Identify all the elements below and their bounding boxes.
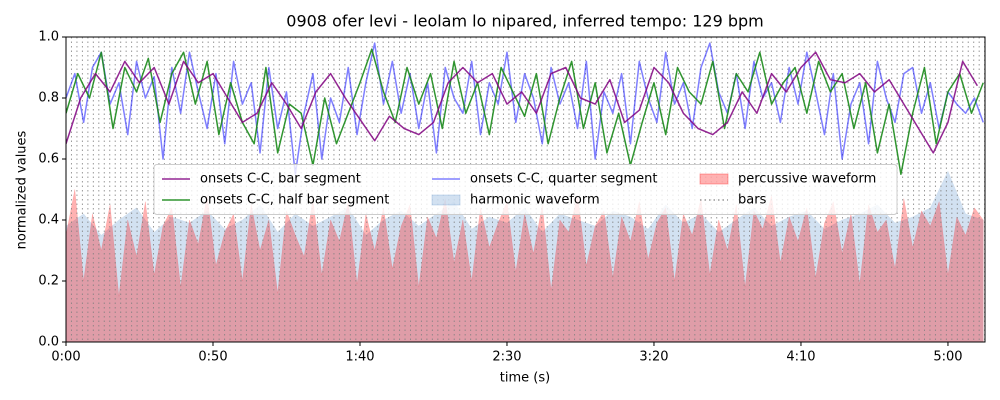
- data-line: [66, 48, 984, 175]
- legend-label: harmonic waveform: [470, 193, 600, 208]
- y-tick-label: 0.0: [38, 335, 59, 350]
- legend-label: onsets C-C, half bar segment: [200, 193, 389, 208]
- plot-frame: [65, 36, 986, 343]
- legend-swatch: [699, 173, 729, 185]
- x-tick-label: 2:30: [492, 350, 521, 365]
- y-tick-label: 0.2: [38, 274, 59, 289]
- chart-title: 0908 ofer levi - leolam lo nipared, infe…: [286, 12, 763, 31]
- x-tick-label: 1:40: [345, 350, 374, 365]
- legend-swatch: [431, 194, 461, 206]
- x-tick-label: 5:00: [933, 350, 962, 365]
- x-tick-label: 0:50: [198, 350, 227, 365]
- legend-label: percussive waveform: [738, 172, 876, 187]
- data-line: [66, 51, 978, 154]
- x-tick-label: 4:10: [786, 350, 815, 365]
- y-tick-label: 0.6: [38, 152, 59, 167]
- y-tick-label: 1.0: [38, 30, 59, 45]
- y-tick-label: 0.8: [38, 91, 59, 106]
- y-axis-label: normalized values: [15, 130, 30, 249]
- x-tick-label: 0:00: [51, 350, 80, 365]
- x-tick-label: 3:20: [639, 350, 668, 365]
- legend-label: onsets C-C, quarter segment: [470, 172, 657, 187]
- legend-box: [153, 164, 898, 215]
- legend-label: bars: [738, 193, 767, 208]
- data-line: [66, 42, 984, 175]
- y-tick-label: 0.4: [38, 213, 59, 228]
- x-axis-label: time (s): [500, 371, 550, 386]
- legend-label: onsets C-C, bar segment: [200, 172, 361, 187]
- plot-area: [66, 37, 985, 342]
